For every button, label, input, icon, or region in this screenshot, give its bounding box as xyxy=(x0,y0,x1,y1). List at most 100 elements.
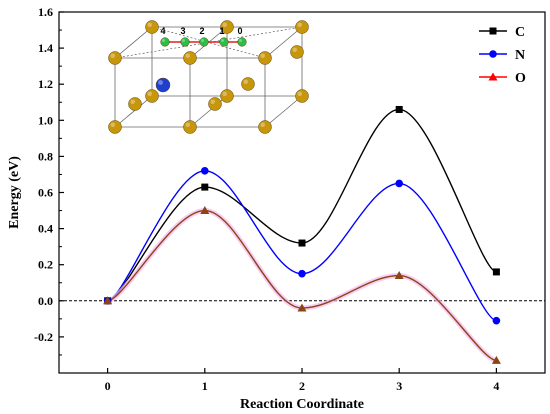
series-c-line xyxy=(107,108,497,302)
site-label: 1 xyxy=(219,26,224,36)
migrating-atom xyxy=(180,37,190,47)
host-atom-highlight xyxy=(260,53,265,58)
y-tick-label: 0.8 xyxy=(38,149,53,163)
y-tick-label: 1.4 xyxy=(38,41,53,55)
y-tick-label: 0.4 xyxy=(38,222,53,236)
host-atom xyxy=(108,51,122,65)
crystal-structure-inset: 4 3 2 1 0 xyxy=(108,20,309,134)
host-atom xyxy=(220,89,234,103)
host-atom xyxy=(295,20,309,34)
host-atom-highlight xyxy=(147,91,153,96)
legend-marker-o xyxy=(488,72,498,81)
y-tick-label: 0.0 xyxy=(38,294,53,308)
host-atom xyxy=(295,89,309,103)
migrating-atom xyxy=(199,37,209,47)
legend-label-c: C xyxy=(515,25,525,40)
series-n-point xyxy=(201,167,209,175)
migrating-atom-highlight xyxy=(200,38,204,42)
series-o-point xyxy=(200,206,210,215)
cell-edge xyxy=(114,26,153,59)
host-atom xyxy=(145,20,159,34)
host-atom xyxy=(145,89,159,103)
x-tick-label: 0 xyxy=(105,379,111,393)
series-c-point xyxy=(201,183,209,191)
series-c-point xyxy=(395,105,403,113)
host-atom xyxy=(258,51,272,65)
host-atom-highlight xyxy=(222,91,228,96)
legend: CNO xyxy=(479,25,526,86)
host-atom-highlight xyxy=(243,79,249,84)
series-o-point xyxy=(103,296,113,305)
series-n-point xyxy=(298,269,306,278)
migrating-atom xyxy=(160,37,170,47)
legend-label-n: N xyxy=(515,48,525,63)
series-markers xyxy=(103,105,501,364)
host-atom xyxy=(108,120,122,134)
host-atom-highlight xyxy=(147,22,153,27)
interstitial-atom-highlight xyxy=(158,80,163,86)
host-atom-highlight xyxy=(110,122,115,127)
host-atom-highlight xyxy=(297,22,302,27)
y-tick-label: 1.0 xyxy=(38,113,53,127)
y-tick-label: -0.2 xyxy=(34,330,53,344)
series-lines xyxy=(106,108,498,363)
axes: 0 1 2 3 4 -0.2 0.0 0.2 0.4 0.6 0.8 1.0 1.2 1.4 1.6 xyxy=(34,5,546,393)
x-tick-label: 3 xyxy=(396,379,402,393)
host-atom-highlight xyxy=(260,122,265,127)
host-atom-highlight xyxy=(130,99,136,104)
host-atom xyxy=(128,97,142,111)
top-diagonal xyxy=(114,26,303,59)
host-atom xyxy=(183,120,197,134)
series-o-point xyxy=(297,303,307,312)
migrating-atom xyxy=(237,37,247,47)
host-atom xyxy=(258,120,272,134)
x-tick-label: 1 xyxy=(202,379,208,393)
series-o-point xyxy=(394,271,404,280)
x-axis-title: Reaction Coordinate xyxy=(240,397,364,412)
x-tick-label: 2 xyxy=(299,379,305,393)
series-n-point xyxy=(492,316,501,325)
x-tick-label: 4 xyxy=(493,379,499,393)
host-atom-highlight xyxy=(110,53,115,58)
series-o-glow xyxy=(106,208,498,363)
y-tick-label: 0.6 xyxy=(38,186,53,200)
host-atom-highlight xyxy=(185,122,191,127)
legend-label-o: O xyxy=(515,71,526,86)
y-axis-title: Energy (eV) xyxy=(7,156,22,229)
cell-edge xyxy=(189,95,228,128)
host-atom xyxy=(183,51,197,65)
site-label: 3 xyxy=(180,26,185,36)
host-atom xyxy=(241,77,255,91)
y-tick-label: 1.2 xyxy=(38,77,53,91)
migrating-atom-highlight xyxy=(161,38,165,42)
cell-edge xyxy=(264,26,303,59)
host-atom-highlight xyxy=(210,99,216,104)
host-atom-highlight xyxy=(292,47,297,52)
host-atom xyxy=(290,45,304,59)
migrating-atom-highlight xyxy=(238,38,242,42)
host-atom xyxy=(208,97,222,111)
series-n-point xyxy=(395,179,404,188)
cell-edge xyxy=(114,95,153,128)
migrating-atom-highlight xyxy=(181,38,185,42)
series-c-point xyxy=(298,239,306,247)
host-atom xyxy=(220,20,234,34)
host-atom-highlight xyxy=(185,53,191,58)
legend-marker-n xyxy=(489,50,497,58)
site-label: 2 xyxy=(199,26,204,36)
top-diagonal xyxy=(151,26,266,59)
site-label: 0 xyxy=(237,26,242,36)
legend-marker-c xyxy=(489,27,497,35)
y-tick-label: 1.6 xyxy=(38,5,53,19)
series-c-point xyxy=(492,268,500,276)
site-label: 4 xyxy=(160,26,165,36)
interstitial-atom xyxy=(155,77,171,93)
host-atom-highlight xyxy=(297,91,302,96)
migrating-atom-highlight xyxy=(220,38,224,42)
cell-edge xyxy=(264,95,303,128)
series-o-point xyxy=(491,355,501,364)
host-atom-highlight xyxy=(222,22,228,27)
migrating-atom xyxy=(219,37,229,47)
series-o-line xyxy=(107,209,497,362)
